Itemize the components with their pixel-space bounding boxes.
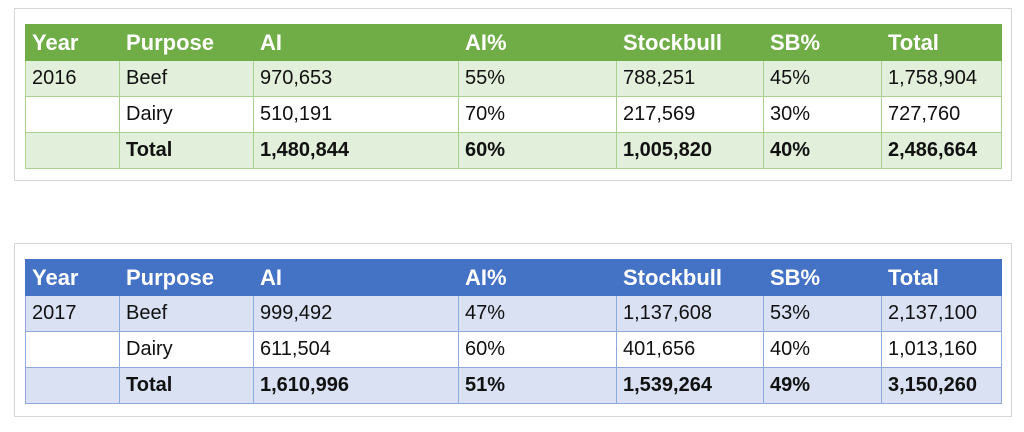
table-frame: Year Purpose AI AI% Stockbull SB% Total 2016 Bee…: [14, 8, 1012, 181]
cell: 2,137,100: [881, 295, 1002, 332]
cell: Beef: [119, 60, 254, 97]
cell: 1,480,844: [253, 132, 459, 169]
header-cell: SB%: [763, 24, 882, 61]
header-cell: Stockbull: [616, 259, 764, 296]
cell: [25, 96, 120, 133]
cell: 1,005,820: [616, 132, 764, 169]
cell: 1,539,264: [616, 367, 764, 404]
header-cell: SB%: [763, 259, 882, 296]
cell: 217,569: [616, 96, 764, 133]
cell: 2,486,664: [881, 132, 1002, 169]
cell: 970,653: [253, 60, 459, 97]
cell: 611,504: [253, 331, 459, 368]
data-table: Year Purpose AI AI% Stockbull SB% Total 2017 Bee…: [25, 259, 1002, 404]
cell: 51%: [458, 367, 617, 404]
cell: 401,656: [616, 331, 764, 368]
cell: [25, 331, 120, 368]
cell: 788,251: [616, 60, 764, 97]
data-row: 2016 Beef 970,653 55% 788,251 45% 1,758,904: [25, 60, 1002, 97]
header-cell: Total: [881, 24, 1002, 61]
header-cell: AI%: [458, 259, 617, 296]
header-cell: AI: [253, 24, 459, 61]
header-row: Year Purpose AI AI% Stockbull SB% Total: [25, 259, 1002, 296]
cell: 727,760: [881, 96, 1002, 133]
cell: 1,013,160: [881, 331, 1002, 368]
cell: 70%: [458, 96, 617, 133]
data-row: Total 1,480,844 60% 1,005,820 40% 2,486,664: [25, 132, 1002, 169]
cell: Dairy: [119, 96, 254, 133]
cell: 2017: [25, 295, 120, 332]
data-row: Dairy 611,504 60% 401,656 40% 1,013,160: [25, 331, 1002, 368]
cell: Dairy: [119, 331, 254, 368]
cell: [25, 367, 120, 404]
cell: 60%: [458, 331, 617, 368]
cell: 53%: [763, 295, 882, 332]
data-row: 2017 Beef 999,492 47% 1,137,608 53% 2,137,100: [25, 295, 1002, 332]
header-cell: Stockbull: [616, 24, 764, 61]
cell: 999,492: [253, 295, 459, 332]
cell: 510,191: [253, 96, 459, 133]
header-cell: Purpose: [119, 259, 254, 296]
data-row: Total 1,610,996 51% 1,539,264 49% 3,150,260: [25, 367, 1002, 404]
cell: 40%: [763, 132, 882, 169]
header-cell: AI: [253, 259, 459, 296]
cell: 40%: [763, 331, 882, 368]
header-cell: Year: [25, 259, 120, 296]
header-cell: Year: [25, 24, 120, 61]
header-cell: Purpose: [119, 24, 254, 61]
cell: [25, 132, 120, 169]
cell: 1,137,608: [616, 295, 764, 332]
header-row: Year Purpose AI AI% Stockbull SB% Total: [25, 24, 1002, 61]
cell: 55%: [458, 60, 617, 97]
header-cell: AI%: [458, 24, 617, 61]
data-row: Dairy 510,191 70% 217,569 30% 727,760: [25, 96, 1002, 133]
data-table: Year Purpose AI AI% Stockbull SB% Total 2016 Bee…: [25, 24, 1002, 169]
cell: Total: [119, 132, 254, 169]
cell: 1,758,904: [881, 60, 1002, 97]
cell: 1,610,996: [253, 367, 459, 404]
cell: 45%: [763, 60, 882, 97]
cell: 47%: [458, 295, 617, 332]
cell: 2016: [25, 60, 120, 97]
cell: Beef: [119, 295, 254, 332]
cell: 30%: [763, 96, 882, 133]
cell: 49%: [763, 367, 882, 404]
cell: Total: [119, 367, 254, 404]
table-frame: Year Purpose AI AI% Stockbull SB% Total 2017 Bee…: [14, 243, 1012, 417]
cell: 3,150,260: [881, 367, 1002, 404]
cell: 60%: [458, 132, 617, 169]
header-cell: Total: [881, 259, 1002, 296]
